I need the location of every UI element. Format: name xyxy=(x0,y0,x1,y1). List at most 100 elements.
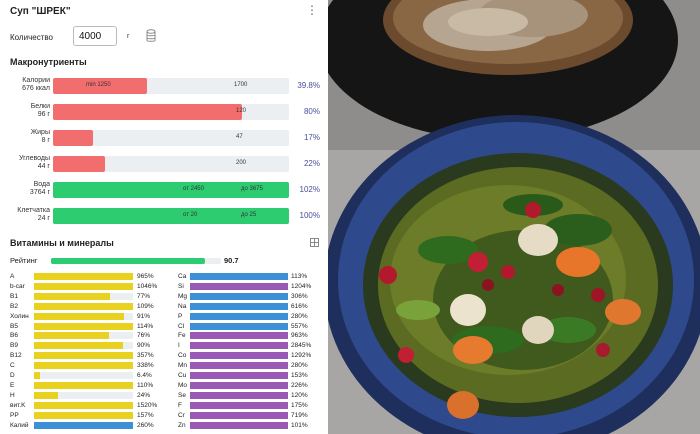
macro-label: Вода 3764 г xyxy=(30,181,50,197)
macro-amount: 8 г xyxy=(41,137,50,144)
nutrient-bar xyxy=(34,342,133,350)
nutrient-percent: 6.4% xyxy=(137,372,152,379)
nutrient-bar-fill xyxy=(190,322,288,330)
macro-bar: 47 xyxy=(53,130,289,146)
nutrient-row: Холин 91% xyxy=(10,312,167,321)
nutrient-bar xyxy=(34,352,133,360)
nutrient-percent: 280% xyxy=(291,312,308,320)
nutrient-row: B2 109% xyxy=(10,302,167,311)
more-vertical-icon[interactable]: ⋮ xyxy=(306,3,318,17)
macro-amount: 3764 г xyxy=(29,189,50,196)
nutrient-row: I 2845% xyxy=(178,341,321,350)
nutrient-percent: 338% xyxy=(137,362,154,370)
nutrient-bar-fill xyxy=(190,273,288,280)
nutrient-bar xyxy=(190,421,288,429)
nutrient-bar-fill xyxy=(34,282,133,290)
nutrient-row: Na 616% xyxy=(178,302,321,311)
nutrient-bar-fill xyxy=(190,352,288,360)
nutrient-row: B12 357% xyxy=(10,351,167,360)
nutrient-bar-fill xyxy=(34,352,133,360)
nutrient-bar-fill xyxy=(34,372,41,379)
macro-row: Углеводы 44 г 200 22% xyxy=(0,154,328,174)
nutrient-row: PP 157% xyxy=(10,411,167,420)
nutrient-bar-fill xyxy=(190,391,288,399)
rating-value: 90.7 xyxy=(224,256,239,265)
nutrient-bar-fill xyxy=(190,421,288,429)
macro-bar-fill xyxy=(53,208,289,224)
macro-percent: 102% xyxy=(299,185,320,194)
nutrient-row: Cl 557% xyxy=(178,322,321,331)
nutrient-percent: 1046% xyxy=(137,282,158,290)
nutrient-bar-fill xyxy=(190,282,288,290)
nutrient-bar-fill xyxy=(34,391,58,399)
nutrient-bar xyxy=(190,381,288,389)
quantity-input[interactable] xyxy=(73,26,117,46)
nutrient-bar-fill xyxy=(190,302,288,310)
nutrient-bar xyxy=(34,282,133,290)
macro-max-label: 47 xyxy=(236,134,243,140)
macro-max-label: до 3675 xyxy=(241,186,263,192)
nutrient-row: C 338% xyxy=(10,361,167,370)
nutrient-bar-fill xyxy=(34,411,133,419)
macro-bar: min 1250 1700 xyxy=(53,78,289,94)
database-icon[interactable] xyxy=(146,29,156,43)
vitamins-section-title: Витамины и минералы xyxy=(10,238,114,248)
nutrient-name: B6 xyxy=(10,332,18,340)
nutrient-bar xyxy=(34,292,133,300)
macro-bar: от 2450 до 3675 xyxy=(53,182,289,198)
macro-row: Калории 676 ккал min 1250 1700 39.8% xyxy=(0,76,328,96)
rating-bar xyxy=(51,258,221,264)
nutrient-row: Cu 153% xyxy=(178,371,321,380)
nutrient-bar xyxy=(190,332,288,340)
nutrient-percent: 77% xyxy=(137,292,151,300)
macro-percent: 22% xyxy=(303,159,320,168)
nutrient-row: Si 1204% xyxy=(178,282,321,291)
nutrient-bar-fill xyxy=(34,322,133,330)
nutrient-row: Se 120% xyxy=(178,391,321,400)
nutrient-bar xyxy=(190,372,288,379)
macro-bar-fill xyxy=(53,130,94,146)
macro-min-label: min 1250 xyxy=(86,82,111,88)
nutrient-row: P 280% xyxy=(178,312,321,321)
macro-row: Белки 96 г 120 80% xyxy=(0,102,328,122)
nutrient-percent: 109% xyxy=(137,302,154,310)
nutrition-panel: Суп "ШРЕК" ⋮ Количество г Макронутриенты… xyxy=(0,0,328,434)
nutrient-name: Fe xyxy=(178,332,186,340)
macro-amount: 96 г xyxy=(37,111,50,118)
nutrient-name: Mg xyxy=(178,292,188,300)
nutrient-name: Co xyxy=(178,352,187,360)
nutrient-row: b-car 1046% xyxy=(10,282,167,291)
table-icon[interactable] xyxy=(310,238,319,247)
nutrient-name: Na xyxy=(178,302,187,310)
nutrient-bar xyxy=(34,322,133,330)
macro-amount: 24 г xyxy=(37,215,50,222)
nutrient-bar-fill xyxy=(190,362,288,370)
nutrient-bar-fill xyxy=(34,273,133,280)
nutrient-name: Cu xyxy=(178,372,187,379)
nutrient-bar xyxy=(34,312,133,320)
nutrient-row: Ca 113% xyxy=(178,272,321,281)
nutrient-row: B5 114% xyxy=(10,322,167,331)
nutrient-name: PP xyxy=(10,411,19,419)
nutrient-name: B12 xyxy=(10,352,22,360)
nutrient-percent: 24% xyxy=(137,391,151,399)
macro-max-label: 1700 xyxy=(234,82,248,88)
nutrient-name: Zn xyxy=(178,421,186,429)
macro-bar: 120 xyxy=(53,104,289,120)
nutrient-bar-fill xyxy=(190,292,288,300)
nutrient-percent: 260% xyxy=(137,421,154,429)
nutrient-name: Mn xyxy=(178,362,188,370)
nutrient-percent: 157% xyxy=(137,411,154,419)
macro-bar-fill xyxy=(53,156,105,172)
nutrient-name: b-car xyxy=(10,282,25,290)
nutrient-percent: 2845% xyxy=(291,342,312,350)
nutrient-bar-fill xyxy=(34,342,124,350)
nutrient-name: F xyxy=(178,401,182,409)
nutrient-bar-fill xyxy=(34,302,133,310)
nutrient-percent: 101% xyxy=(291,421,308,429)
macro-name: Углеводы xyxy=(18,155,50,162)
nutrient-bar xyxy=(34,421,133,429)
nutrient-bar-fill xyxy=(190,401,288,409)
nutrient-row: B1 77% xyxy=(10,292,167,301)
nutrient-row: Co 1292% xyxy=(178,351,321,360)
